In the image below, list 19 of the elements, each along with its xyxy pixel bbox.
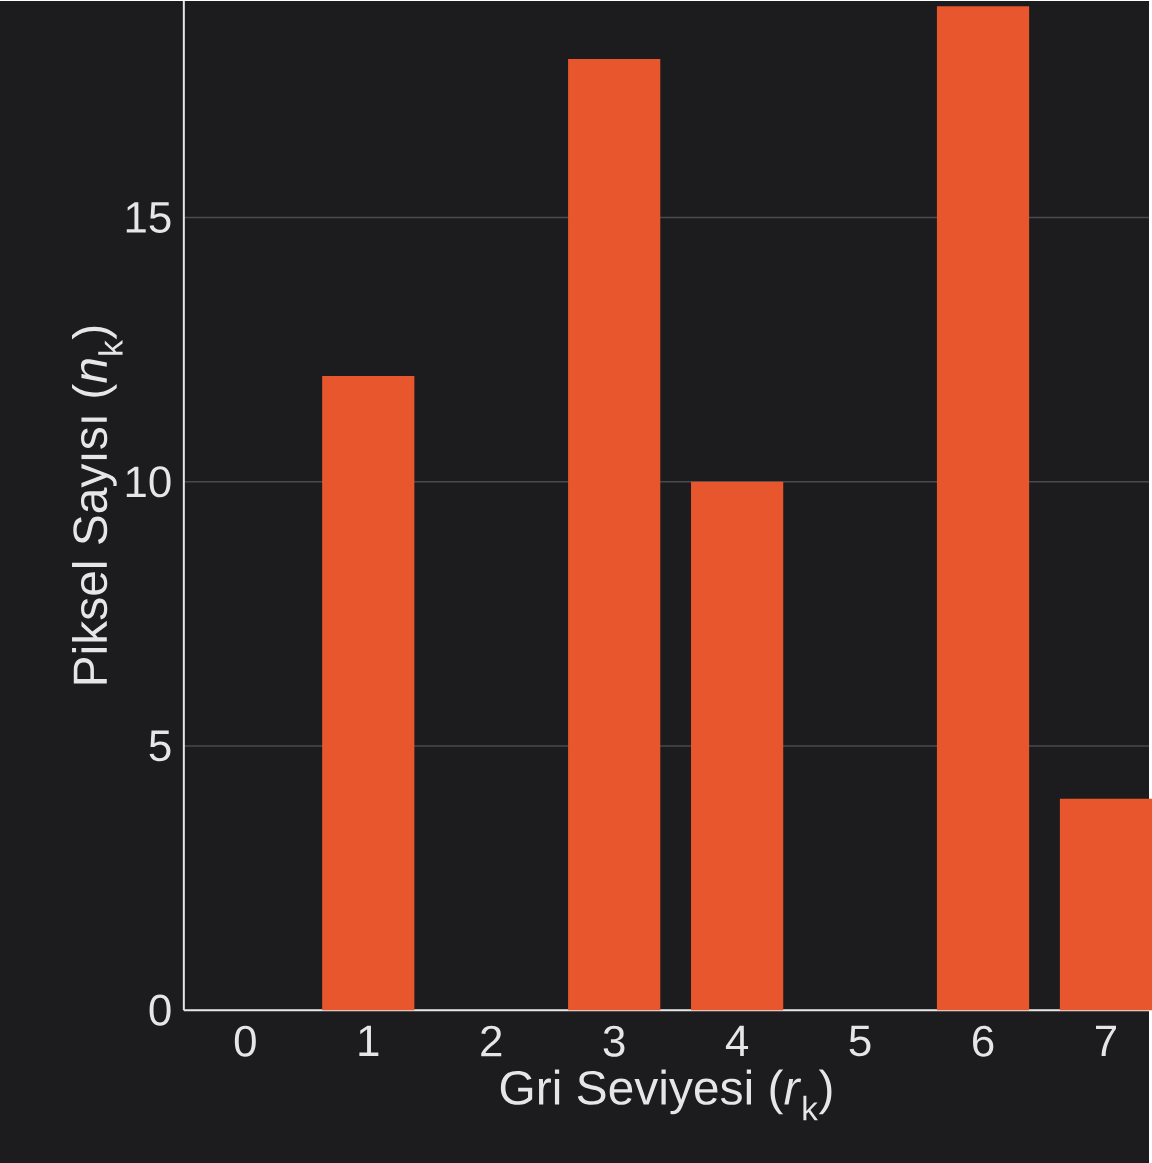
x-tick-label: 5 bbox=[849, 1025, 871, 1057]
x-tick-label: 0 bbox=[234, 1025, 256, 1057]
x-tick-label: 2 bbox=[481, 1025, 502, 1057]
x-tick-label: 4 bbox=[725, 1025, 749, 1056]
bar bbox=[936, 6, 1030, 1011]
bar bbox=[1059, 798, 1152, 1011]
bar bbox=[322, 376, 415, 1011]
y-tick-label: 0 bbox=[149, 994, 171, 1026]
y-axis-title: Piksel Sayısı (n$_{k}$) bbox=[72, 326, 123, 684]
y-tick-label: 15 bbox=[126, 202, 171, 233]
x-axis-title: Gri Seviyesi (r$_{k}$) bbox=[500, 1069, 832, 1121]
bar bbox=[568, 59, 661, 1011]
x-tick-label: 7 bbox=[1095, 1025, 1116, 1056]
bar bbox=[690, 481, 784, 1011]
x-tick-label: 6 bbox=[973, 1025, 994, 1057]
x-tick-label: 1 bbox=[359, 1025, 379, 1056]
x-tick-label: 3 bbox=[603, 1025, 625, 1057]
y-tick-label: 5 bbox=[149, 730, 171, 762]
y-tick-label: 10 bbox=[126, 466, 171, 498]
